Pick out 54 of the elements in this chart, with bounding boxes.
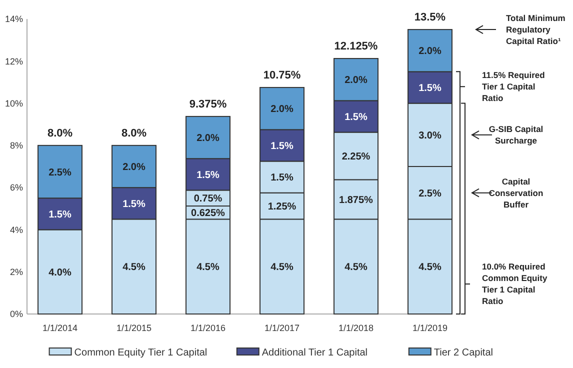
data-label: 1.5% bbox=[270, 140, 294, 152]
y-tick-label: 12% bbox=[4, 56, 23, 66]
data-label: 1.25% bbox=[268, 202, 296, 213]
data-label: 2.5% bbox=[48, 167, 72, 178]
legend-label: Tier 2 Capital bbox=[434, 348, 494, 358]
x-tick-label: 1/1/2014 bbox=[42, 323, 78, 334]
legend-label: Additional Tier 1 Capital bbox=[262, 348, 368, 358]
total-label: 8.0% bbox=[47, 127, 73, 140]
data-label: 2.5% bbox=[418, 188, 442, 200]
data-label: 1.875% bbox=[339, 194, 374, 206]
y-tick-label: 0% bbox=[10, 309, 23, 320]
data-label: 1.5% bbox=[48, 209, 72, 220]
x-tick-label: 1/1/2019 bbox=[412, 323, 448, 334]
text: G-SIB Capital Surcharge bbox=[488, 124, 544, 146]
data-label: 1.5% bbox=[196, 170, 220, 181]
x-tick-label: 1/1/2017 bbox=[264, 323, 300, 334]
data-label: 4.5% bbox=[122, 262, 146, 274]
total-label: 10.75% bbox=[263, 69, 301, 82]
x-tick-label: 1/1/2016 bbox=[190, 323, 226, 334]
x-tick-label: 1/1/2015 bbox=[116, 323, 152, 334]
text: 11.5% Required Tier 1 Capital Ratio bbox=[482, 70, 545, 104]
data-label: 4.5% bbox=[344, 262, 368, 274]
data-label: 1.5% bbox=[418, 82, 442, 94]
total-label: 12.125% bbox=[334, 40, 378, 53]
total-label: 8.0% bbox=[121, 127, 147, 140]
text: Total Minimum Regulatory Capital Ratio¹ bbox=[506, 13, 566, 46]
data-label: 2.0% bbox=[344, 75, 368, 86]
data-label: 1.5% bbox=[270, 172, 294, 184]
y-tick-label: 2% bbox=[10, 267, 23, 278]
data-label: 1.5% bbox=[122, 198, 146, 210]
data-label: 1.5% bbox=[344, 112, 368, 123]
data-label: 2.25% bbox=[342, 151, 370, 162]
data-label: 0.75% bbox=[194, 194, 222, 205]
y-tick-label: 6% bbox=[10, 182, 23, 193]
y-tick-label: 14% bbox=[4, 14, 23, 24]
data-label: 4.5% bbox=[418, 262, 442, 274]
total-label: 9.375% bbox=[189, 98, 227, 110]
data-label: 4.5% bbox=[196, 262, 220, 274]
legend-label: Common Equity Tier 1 Capital bbox=[74, 348, 208, 358]
data-label: 3.0% bbox=[418, 130, 442, 142]
y-tick-label: 8% bbox=[10, 140, 23, 151]
data-label: 4.0% bbox=[48, 267, 72, 278]
data-label: 2.0% bbox=[418, 46, 442, 58]
x-tick-label: 1/1/2018 bbox=[338, 323, 374, 334]
data-label: 2.0% bbox=[270, 104, 294, 116]
data-label: 0.625% bbox=[191, 208, 226, 220]
total-label: 13.5% bbox=[414, 12, 446, 24]
text: Capital Conservation Buffer bbox=[488, 176, 544, 210]
data-label: 2.0% bbox=[122, 162, 146, 173]
data-label: 2.0% bbox=[196, 133, 220, 144]
text: 10.0% Required Common Equity Tier 1 Capital Ratio bbox=[482, 262, 548, 306]
y-tick-label: 10% bbox=[4, 98, 23, 108]
y-tick-label: 4% bbox=[10, 224, 23, 235]
data-label: 4.5% bbox=[270, 262, 294, 274]
